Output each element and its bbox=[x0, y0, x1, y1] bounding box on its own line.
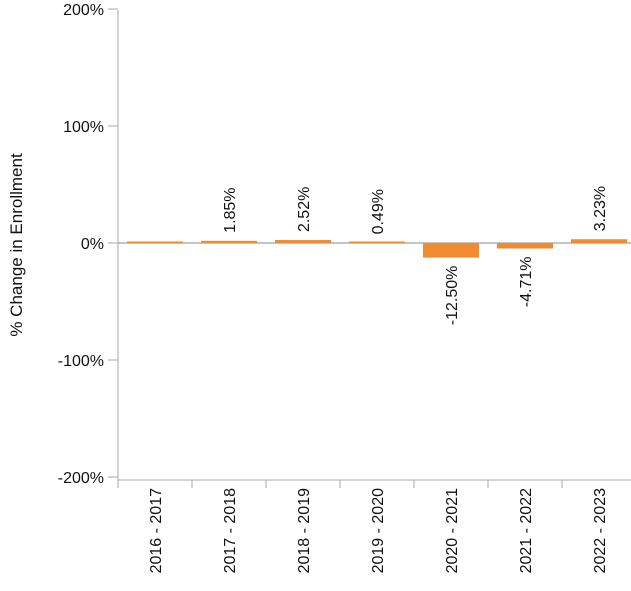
bar-2016-2017 bbox=[127, 241, 183, 243]
data-label: 3.23% bbox=[592, 186, 609, 231]
data-label: 1.85% bbox=[222, 187, 239, 232]
bar-2018-2019 bbox=[275, 240, 331, 243]
y-ticks: 200% 100% 0% -100% -200% bbox=[58, 2, 118, 487]
x-tick-label: 2021 - 2022 bbox=[518, 488, 535, 574]
x-tick-label: 2016 - 2017 bbox=[148, 488, 165, 574]
data-labels: 1.85% 2.52% 0.49% -12.50% -4.71% 3.23% bbox=[222, 186, 609, 325]
x-ticks: 2016 - 2017 2017 - 2018 2018 - 2019 2019 - … bbox=[117, 480, 609, 574]
y-tick-label: 0% bbox=[81, 236, 104, 253]
x-tick-label: 2018 - 2019 bbox=[296, 488, 313, 574]
x-tick-label: 2017 - 2018 bbox=[222, 488, 239, 574]
x-tick-label: 2019 - 2020 bbox=[370, 488, 387, 574]
data-label: -4.71% bbox=[518, 257, 535, 308]
data-label: 2.52% bbox=[296, 187, 313, 232]
bar-2020-2021 bbox=[423, 243, 479, 258]
bar-2021-2022 bbox=[497, 243, 553, 249]
x-tick-label: 2022 - 2023 bbox=[592, 488, 609, 574]
data-label: -12.50% bbox=[444, 266, 461, 326]
bar-2019-2020 bbox=[349, 241, 405, 243]
x-tick-label: 2020 - 2021 bbox=[444, 488, 461, 574]
bar-2017-2018 bbox=[201, 240, 257, 243]
y-tick-label: -200% bbox=[58, 470, 104, 487]
bars bbox=[127, 239, 627, 258]
bar-2022-2023 bbox=[571, 239, 627, 243]
y-axis-title: % Change in Enrollment bbox=[7, 153, 26, 337]
y-tick-label: -100% bbox=[58, 353, 104, 370]
y-tick-label: 100% bbox=[63, 119, 104, 136]
data-label: 0.49% bbox=[370, 189, 387, 234]
y-tick-label: 200% bbox=[63, 2, 104, 19]
